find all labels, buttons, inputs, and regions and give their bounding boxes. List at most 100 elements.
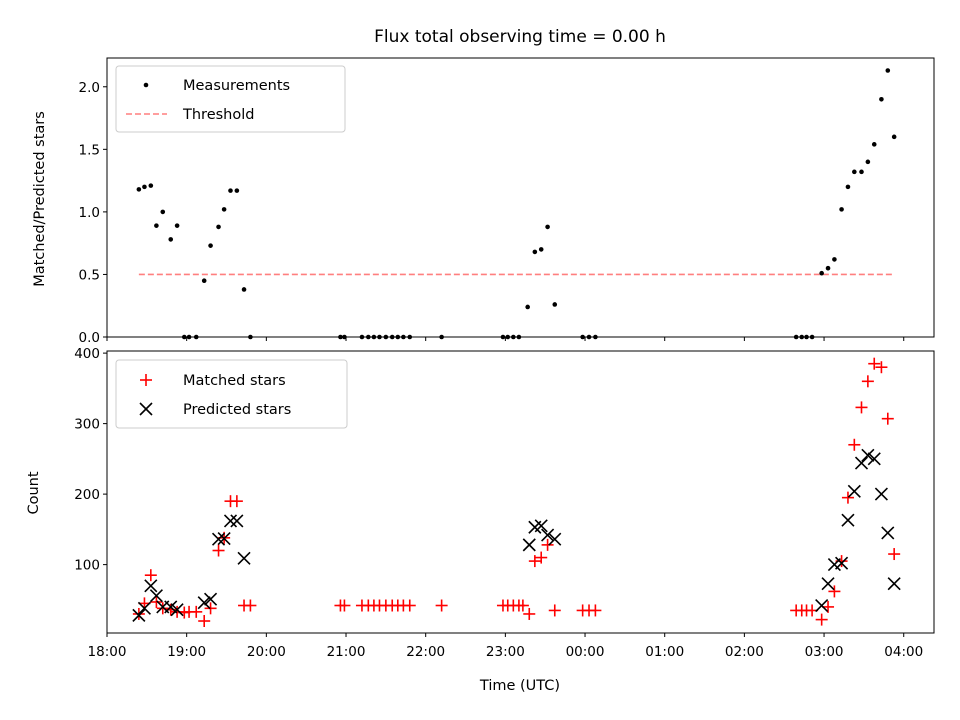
measurement-point [538,247,544,252]
measurement-point [241,287,247,292]
count-panel: Count Time (UTC) 100 200 300 400 18:00 19:00… [26,346,935,694]
predicted-star-point [230,514,244,528]
predicted-star-point [217,531,231,546]
matched-star-point [150,595,163,608]
predicted-star-point [881,526,895,540]
top-ytick-label: 0.0 [79,330,100,346]
predicted-star-point [149,589,163,603]
matched-star-point [190,605,203,618]
predicted-star-point [211,532,226,546]
bottom-xtick-label: 22:00 [406,644,445,660]
measurement-point [168,237,174,242]
bottom-xtick-label: 23:00 [486,644,525,660]
bottom-ytick-label: 400 [74,346,100,362]
predicted-star-point [821,577,835,591]
measurement-point [228,188,233,193]
measurement-point [148,183,154,188]
matched-star-point [204,602,217,615]
bottom-xtick-label: 21:00 [327,644,366,660]
measurement-point [852,169,857,175]
top-legend-box [115,65,346,133]
measurement-point [825,265,831,271]
matched-star-point [435,599,448,612]
matched-star-point [338,599,351,612]
measurement-point [859,169,864,175]
top-ytick-label: 2.0 [79,80,100,96]
measurement-point [154,223,159,228]
legend-predicted-marker [139,402,153,416]
measurement-point [819,270,824,276]
matched-star-point [156,602,169,615]
bottom-xtick-label: 18:00 [88,644,127,660]
measurement-point [201,278,207,283]
measurement-point [885,68,891,73]
bottom-xtick-label: 20:00 [247,644,286,660]
top-y-ticks: 0.0 0.5 1.0 1.5 2.0 [79,80,107,346]
bottom-xtick-label: 01:00 [645,644,684,660]
bottom-legend: Matched stars Predicted stars [115,359,348,429]
measurement-point [865,159,871,165]
predicted-star-point [887,577,901,591]
matched-star-point [198,615,211,628]
top-plot-marks [136,68,897,340]
bottom-xtick-label: 04:00 [884,644,923,660]
matched-star-point [815,613,828,626]
predicted-star-point [132,608,146,622]
measurement-point [221,207,227,212]
matched-star-point [523,607,536,620]
predicted-star-point [835,556,849,570]
matched-star-point [848,438,861,451]
bottom-xtick-label: 02:00 [725,644,764,660]
matched-star-point [875,361,888,374]
matched-star-point [541,538,554,551]
matched-star-point [888,548,901,561]
measurement-point [879,96,884,102]
predicted-star-point [548,532,562,546]
measurement-point [136,187,142,192]
bottom-ytick-label: 200 [74,487,100,503]
bottom-x-ticks: 18:00 19:00 20:00 21:00 22:00 23:00 00:00 01:00… [88,633,923,660]
predicted-star-point [164,600,178,614]
predicted-star-point [847,484,861,498]
predicted-star-point [841,513,855,527]
bottom-y-ticks: 100 200 300 400 [74,346,107,574]
matched-star-point [828,585,841,598]
legend-matched-marker [140,374,152,386]
matched-star-point [144,569,157,582]
legend-predicted-label: Predicted stars [183,402,291,418]
matched-star-point [868,357,881,370]
legend-matched-label: Matched stars [183,373,286,389]
bottom-y-axis-label: Count [26,471,42,514]
predicted-star-point [144,579,158,593]
measurement-point [160,209,166,215]
chart-title: Flux total observing time = 0.00 h [374,27,666,47]
matched-star-point [516,599,529,612]
predicted-star-point [170,603,184,617]
predicted-star-point [197,596,211,610]
predicted-star-point [534,519,548,533]
predicted-star-point [854,456,869,470]
top-y-axis-label: Matched/Predicted stars [32,111,48,287]
measurement-point [234,188,240,193]
top-ytick-label: 1.5 [79,142,100,158]
predicted-star-point [223,514,238,528]
measurement-point [871,142,877,147]
matched-star-point [535,551,548,564]
matched-star-point [861,375,874,388]
bottom-ytick-label: 100 [74,558,100,574]
matched-star-point [244,599,257,612]
matched-star-point [855,401,868,414]
measurement-point [832,257,837,262]
bottom-ytick-label: 300 [74,417,100,433]
flux-ratio-panel: Flux total observing time = 0.00 h Match… [32,27,935,346]
measurement-point [532,249,538,255]
predicted-star-point [522,538,536,552]
predicted-star-point [204,592,218,606]
bottom-plot-marks [132,357,901,628]
predicted-star-point [815,598,829,613]
predicted-star-point [861,448,875,462]
top-axes-frame [106,57,935,338]
measurement-point [216,224,221,230]
measurement-point [525,304,530,310]
